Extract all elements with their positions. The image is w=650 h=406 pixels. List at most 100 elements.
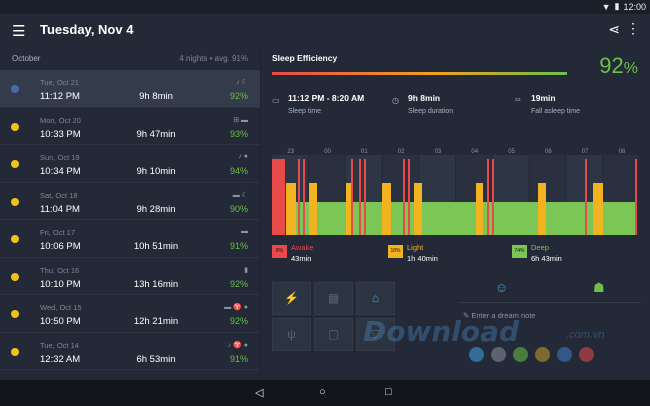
awake-block — [272, 159, 285, 235]
home-icon[interactable]: ○ — [319, 386, 326, 398]
nav-bar: ◁ ○ □ — [0, 380, 650, 406]
blocks-icon[interactable]: ▦ — [314, 282, 353, 315]
night-detail: Sleep Efficiency 92% ▭ 11:12 PM - 8:20 A… — [261, 45, 650, 380]
night-date: Fri, Oct 17 — [40, 228, 76, 237]
moon-phase-icon — [11, 347, 19, 356]
awake-spike — [403, 159, 405, 235]
status-bar: ▼ ▮ 12:00 — [0, 0, 650, 14]
night-duration: 6h 53min — [136, 353, 176, 365]
awake-spike — [351, 159, 353, 235]
list-item[interactable]: Sat, Oct 18 11:04 PM 9h 28min ▬ ☾ 90% — [0, 183, 260, 220]
bed-icon[interactable]: ⌂ — [356, 282, 395, 315]
efficiency-value: 92% — [599, 53, 638, 78]
hour-tick-label: 05 — [508, 149, 515, 155]
night-duration: 10h 51min — [133, 241, 179, 252]
night-duration: 9h 47min — [136, 128, 176, 140]
night-tags: ▮ — [244, 266, 248, 274]
awake-spike — [303, 159, 305, 235]
share-icon[interactable]: ⋖ — [608, 21, 620, 37]
list-item[interactable]: Tue, Oct 14 12:32 AM 6h 53min ♪ ♈ ● 91% — [0, 333, 260, 370]
night-efficiency: 94% — [229, 166, 248, 176]
night-date: Thu, Oct 16 — [40, 265, 80, 275]
glass-icon[interactable]: ▽ — [356, 318, 395, 351]
night-date: Tue, Oct 14 — [40, 340, 79, 350]
nights-list: October 4 nights • avg. 91% Tue, Oct 21 1… — [0, 45, 260, 380]
hour-tick-label: 00 — [324, 149, 331, 155]
night-date: Tue, Oct 21 — [40, 78, 79, 87]
night-duration: 9h 28min — [136, 203, 176, 215]
moon-phase-icon — [11, 160, 19, 168]
smiley-icon[interactable]: ☺ — [495, 280, 509, 295]
color-dot[interactable] — [579, 347, 594, 362]
light-sleep-block — [538, 183, 546, 235]
awake-spike — [408, 159, 410, 235]
list-item[interactable]: Wed, Oct 15 10:50 PM 12h 21min ▬ ♈ ● 92% — [0, 295, 260, 333]
night-efficiency: 91% — [229, 353, 248, 364]
hamburger-icon[interactable]: ☰ — [12, 23, 26, 40]
hour-tick-label: 08 — [619, 149, 626, 155]
list-item[interactable]: Mon, Oct 13 — [0, 370, 260, 380]
night-bedtime: 10:06 PM — [40, 241, 81, 252]
coffee-icon[interactable]: ▢ — [314, 318, 353, 351]
pencil-icon: ✎ — [463, 311, 472, 320]
moon-phase-icon — [11, 122, 19, 131]
night-efficiency: 92% — [229, 91, 248, 101]
night-bedtime: 10:34 PM — [40, 166, 81, 177]
list-item[interactable]: Thu, Oct 16 10:10 PM 13h 16min ▮ 92% — [0, 258, 260, 295]
moon-phase-icon — [11, 235, 19, 243]
watermark-sub: .com.vn — [566, 329, 605, 341]
night-duration: 12h 21min — [133, 316, 179, 327]
back-icon[interactable]: ◁ — [255, 387, 264, 399]
night-date: Sun, Oct 19 — [40, 153, 80, 162]
moon-phase-icon — [11, 197, 19, 206]
wifi-icon: ▼ — [601, 1, 611, 12]
night-tags: ▬ — [241, 228, 248, 235]
sleep-tags-grid: ⚡ ▦ ⌂ ψ ▢ ▽ — [272, 282, 397, 352]
zzz-icon: ᶻᶻ — [515, 96, 521, 105]
color-dot[interactable] — [491, 347, 506, 362]
hour-tick-label: 04 — [471, 149, 478, 155]
night-bedtime: 11:04 PM — [40, 203, 80, 215]
hour-tick-label: 03 — [435, 149, 442, 155]
running-icon[interactable]: ⚡ — [272, 282, 311, 315]
color-dot[interactable] — [557, 347, 572, 362]
light-sleep-block — [286, 183, 296, 235]
night-bedtime: 10:50 PM — [40, 316, 81, 327]
moon-phase-icon — [11, 272, 19, 281]
fork-knife-icon[interactable]: ψ — [272, 318, 311, 351]
light-sleep-block — [346, 183, 352, 235]
night-duration: 13h 16min — [133, 278, 179, 290]
month-label: October — [12, 54, 41, 63]
night-bedtime: 11:12 PM — [40, 91, 80, 102]
hypnogram: 23 00 01 02 03 04 05 06 07 08 — [272, 149, 639, 235]
app-bar: ☰ Tuesday, Nov 4 ⋖ ⋮ — [0, 14, 650, 45]
night-tags: ⊞ ▬ — [233, 116, 248, 124]
hour-tick-label: 01 — [361, 149, 368, 155]
awake-spike — [359, 159, 361, 235]
awake-spike — [585, 159, 587, 235]
light-sleep-block — [309, 183, 317, 235]
list-item[interactable]: Tue, Oct 21 11:12 PM 9h 8min ♪ ☾ 92% — [0, 70, 260, 108]
light-sleep-block — [382, 183, 391, 235]
battery-icon: ▮ — [614, 1, 620, 11]
recents-icon[interactable]: □ — [385, 386, 392, 398]
night-date: Mon, Oct 20 — [40, 115, 81, 125]
night-tags: ▬ ☾ — [232, 191, 248, 199]
month-summary: 4 nights • avg. 91% — [179, 54, 248, 63]
color-dot[interactable] — [513, 347, 528, 362]
color-dot[interactable] — [469, 347, 484, 362]
night-tags: ♪ ♈ ● — [227, 341, 248, 349]
list-item[interactable]: Mon, Oct 20 10:33 PM 9h 47min ⊞ ▬ 93% — [0, 108, 260, 145]
more-vert-icon[interactable]: ⋮ — [626, 20, 640, 36]
ghost-icon[interactable]: ☗ — [593, 280, 605, 295]
list-item[interactable]: Fri, Oct 17 10:06 PM 10h 51min ▬ 91% — [0, 220, 260, 258]
night-efficiency: 93% — [229, 128, 248, 139]
color-dot[interactable] — [535, 347, 550, 362]
dream-note-input[interactable]: ✎ Enter a dream note — [463, 311, 536, 320]
night-efficiency: 91% — [229, 241, 248, 251]
list-item[interactable]: Sun, Oct 19 10:34 PM 9h 10min ♪ ● 94% — [0, 145, 260, 183]
hour-tick-label: 23 — [287, 149, 294, 155]
moon-phase-icon — [11, 310, 19, 318]
night-bedtime: 10:33 PM — [40, 128, 81, 140]
night-efficiency: 90% — [229, 203, 248, 214]
